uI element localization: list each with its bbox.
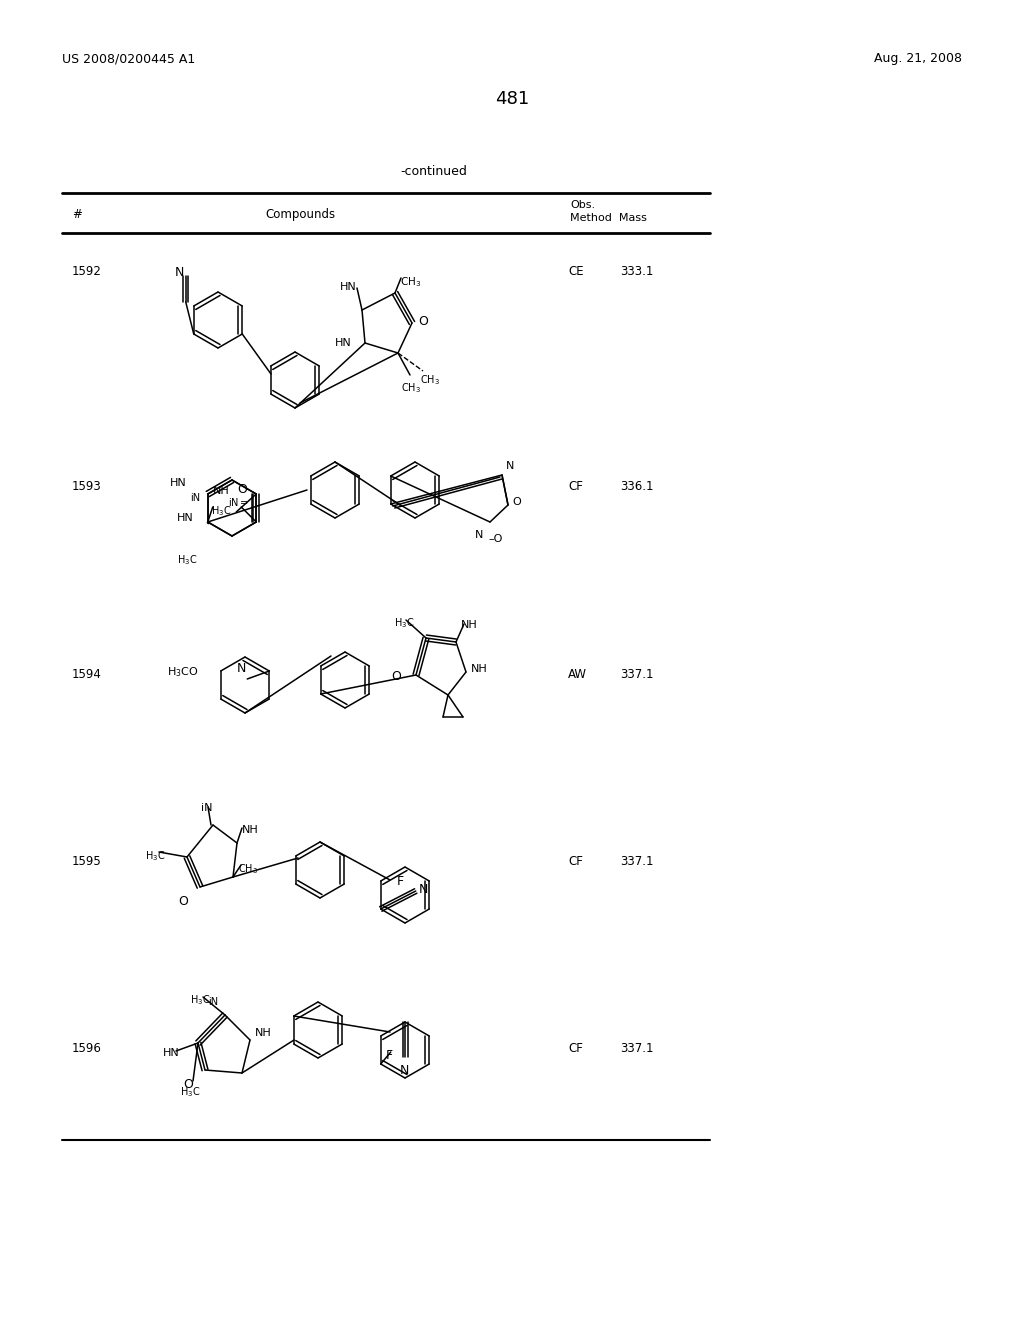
Text: -continued: -continued [400,165,467,178]
Text: Method  Mass: Method Mass [570,213,647,223]
Text: CF: CF [568,855,583,869]
Text: O: O [183,1078,193,1092]
Text: H$_3$C: H$_3$C [211,504,231,517]
Text: Aug. 21, 2008: Aug. 21, 2008 [874,51,962,65]
Text: F: F [386,1049,393,1063]
Text: 1592: 1592 [72,265,101,279]
Text: CH$_3$: CH$_3$ [420,374,440,387]
Text: H$_3$C: H$_3$C [190,993,210,1007]
Text: 1596: 1596 [72,1041,101,1055]
Text: US 2008/0200445 A1: US 2008/0200445 A1 [62,51,196,65]
Text: O: O [178,895,187,908]
Text: NH: NH [213,486,229,496]
Text: HN: HN [170,478,186,488]
Text: CH$_3$: CH$_3$ [400,275,421,289]
Text: HN: HN [340,282,356,292]
Text: HN: HN [177,513,194,523]
Text: NH: NH [461,620,478,630]
Text: 333.1: 333.1 [620,265,653,279]
Text: 337.1: 337.1 [620,1041,653,1055]
Text: N: N [506,461,514,471]
Text: N: N [475,531,483,540]
Text: CF: CF [568,480,583,492]
Text: O: O [391,671,400,682]
Text: Compounds: Compounds [265,209,335,220]
Text: iN: iN [208,997,218,1007]
Text: CF: CF [568,1041,583,1055]
Text: O: O [418,315,428,327]
Text: NH: NH [255,1028,271,1038]
Text: NH: NH [242,825,259,836]
Text: HN: HN [163,1048,180,1059]
Text: 1593: 1593 [72,480,101,492]
Text: 336.1: 336.1 [620,480,653,492]
Text: N: N [419,883,428,896]
Text: –O: –O [488,535,503,544]
Text: H$_3$C: H$_3$C [177,553,198,566]
Text: N: N [175,267,184,279]
Text: 337.1: 337.1 [620,855,653,869]
Text: NH: NH [471,664,487,675]
Text: 481: 481 [495,90,529,108]
Text: #: # [72,209,82,220]
Text: 337.1: 337.1 [620,668,653,681]
Text: 1594: 1594 [72,668,101,681]
Text: iN: iN [201,803,213,813]
Text: O: O [237,483,247,496]
Text: H$_3$C: H$_3$C [394,616,415,630]
Text: CH$_3$: CH$_3$ [238,862,258,875]
Text: O: O [512,498,521,507]
Text: 1595: 1595 [72,855,101,869]
Text: iN: iN [190,492,200,503]
Text: N: N [400,1064,410,1077]
Text: CE: CE [568,265,584,279]
Text: iN$=$: iN$=$ [228,496,249,508]
Text: N: N [237,663,247,675]
Text: CH$_3$: CH$_3$ [401,381,421,395]
Text: H$_3$C: H$_3$C [145,849,165,863]
Text: HN: HN [335,338,352,348]
Text: AW: AW [568,668,587,681]
Text: H$_3$C: H$_3$C [180,1085,201,1098]
Text: Obs.: Obs. [570,201,595,210]
Text: H$_3$CO: H$_3$CO [167,665,199,678]
Text: F: F [397,875,404,888]
